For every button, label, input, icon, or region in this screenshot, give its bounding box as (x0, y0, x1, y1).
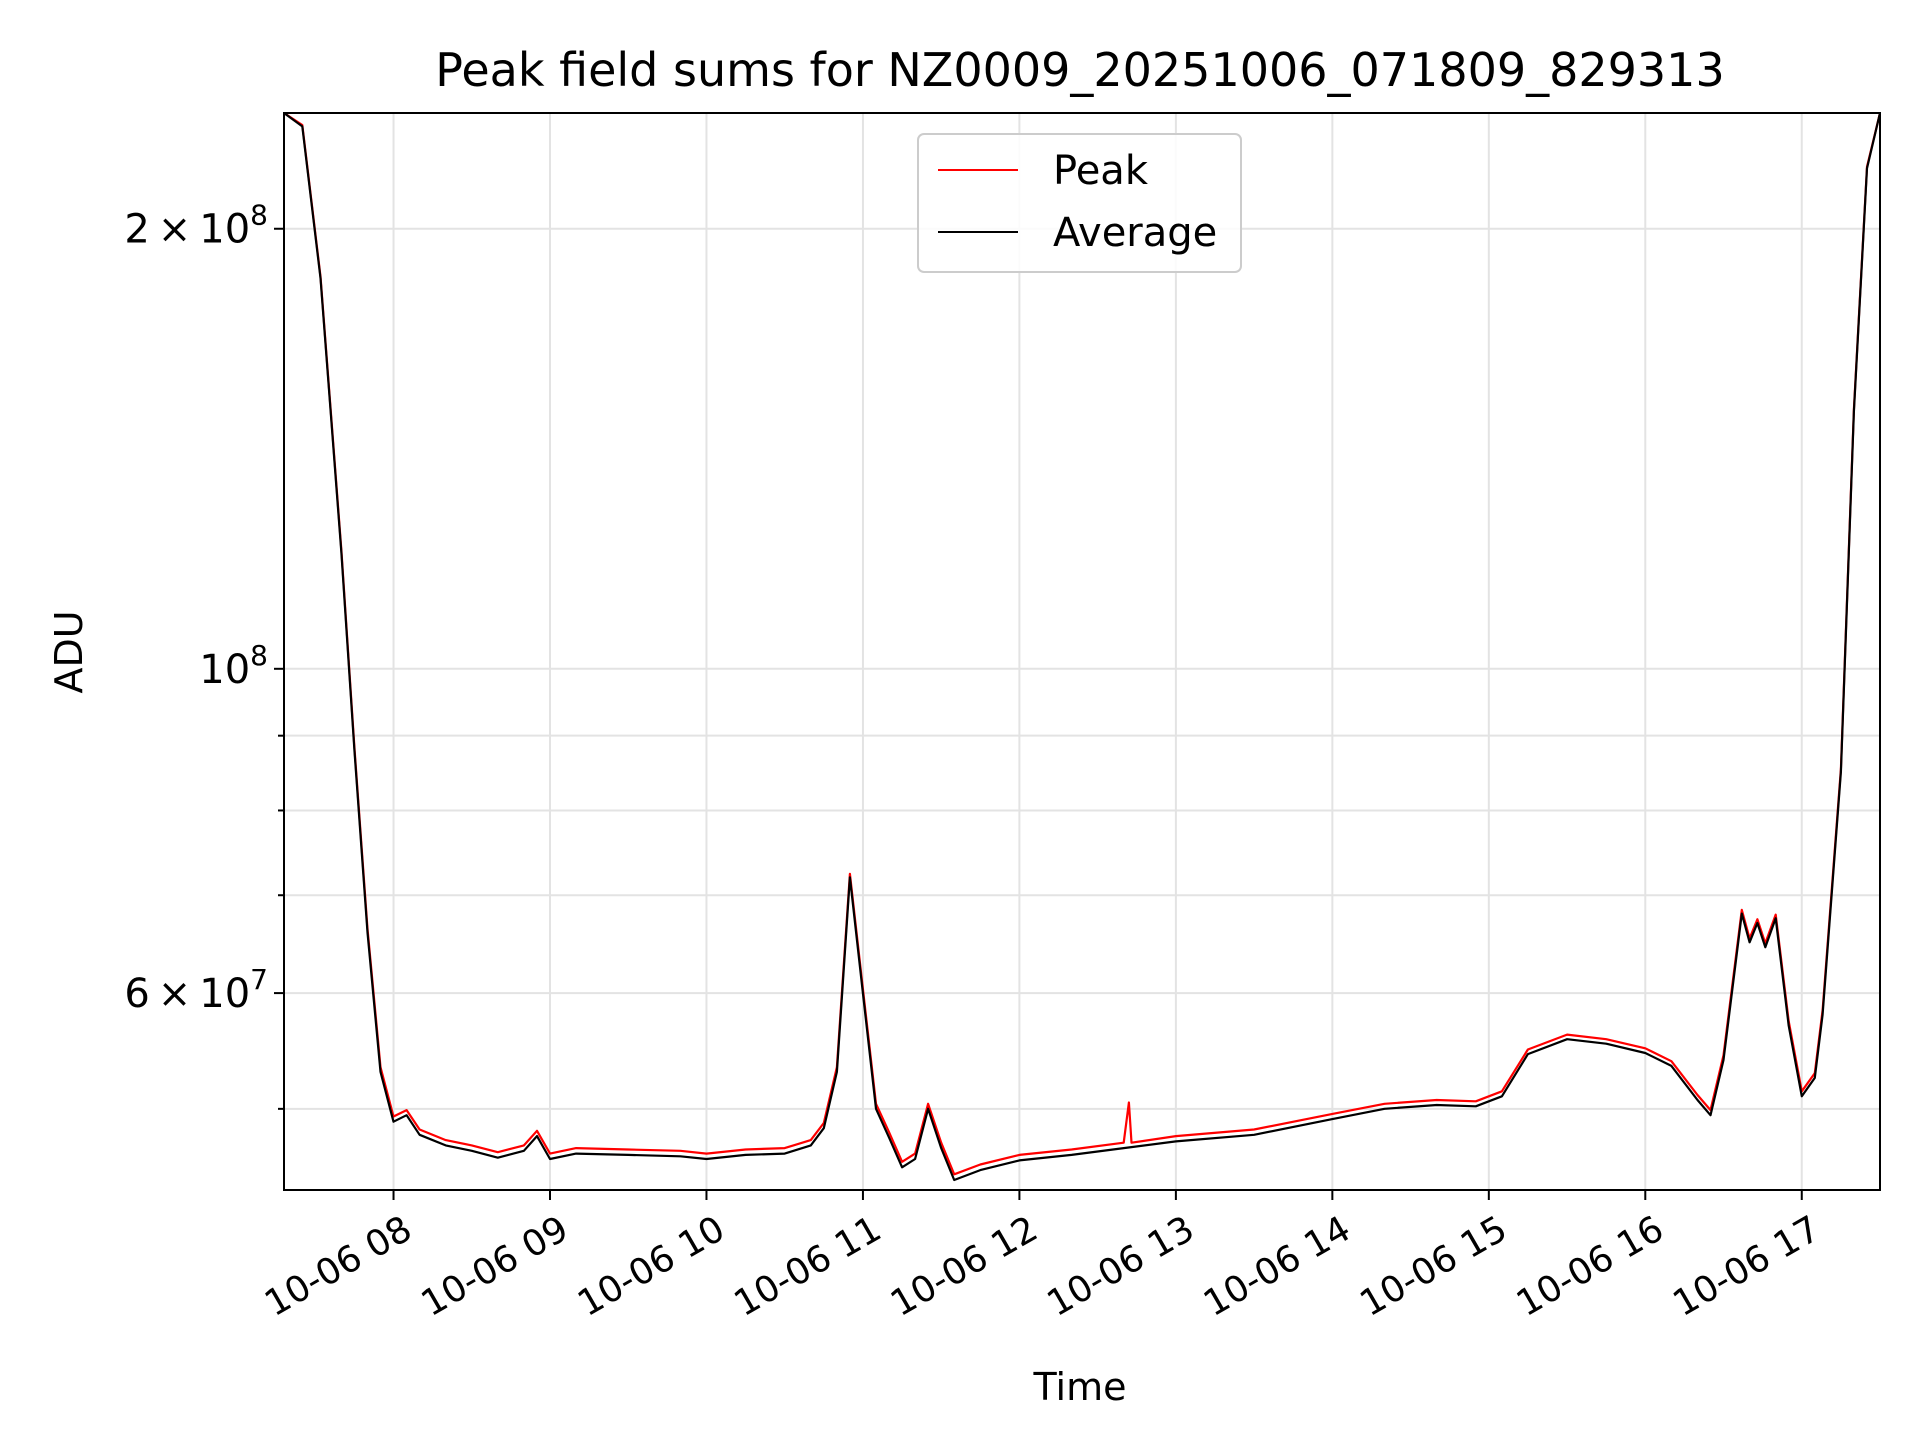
chart-title: Peak field sums for NZ0009_20251006_0718… (435, 43, 1724, 97)
series-line-average (284, 113, 1880, 1182)
legend-label-average: Average (1053, 210, 1217, 256)
y-axis-label: ADU (47, 610, 91, 693)
y-tick-label: 2 × 108 (124, 199, 268, 253)
legend-label-peak: Peak (1053, 148, 1149, 194)
legend-box (917, 133, 1242, 273)
series-lines (284, 113, 1880, 1182)
y-tick-label: 6 × 107 (124, 963, 268, 1017)
plot-frame (283, 112, 1881, 1191)
x-axis-label: Time (1033, 1365, 1127, 1409)
y-axis-ticks: 2 × 108 108 6 × 107 (124, 199, 284, 1110)
legend: Peak Average (917, 133, 1242, 273)
y-tick-label: 108 (199, 639, 268, 693)
